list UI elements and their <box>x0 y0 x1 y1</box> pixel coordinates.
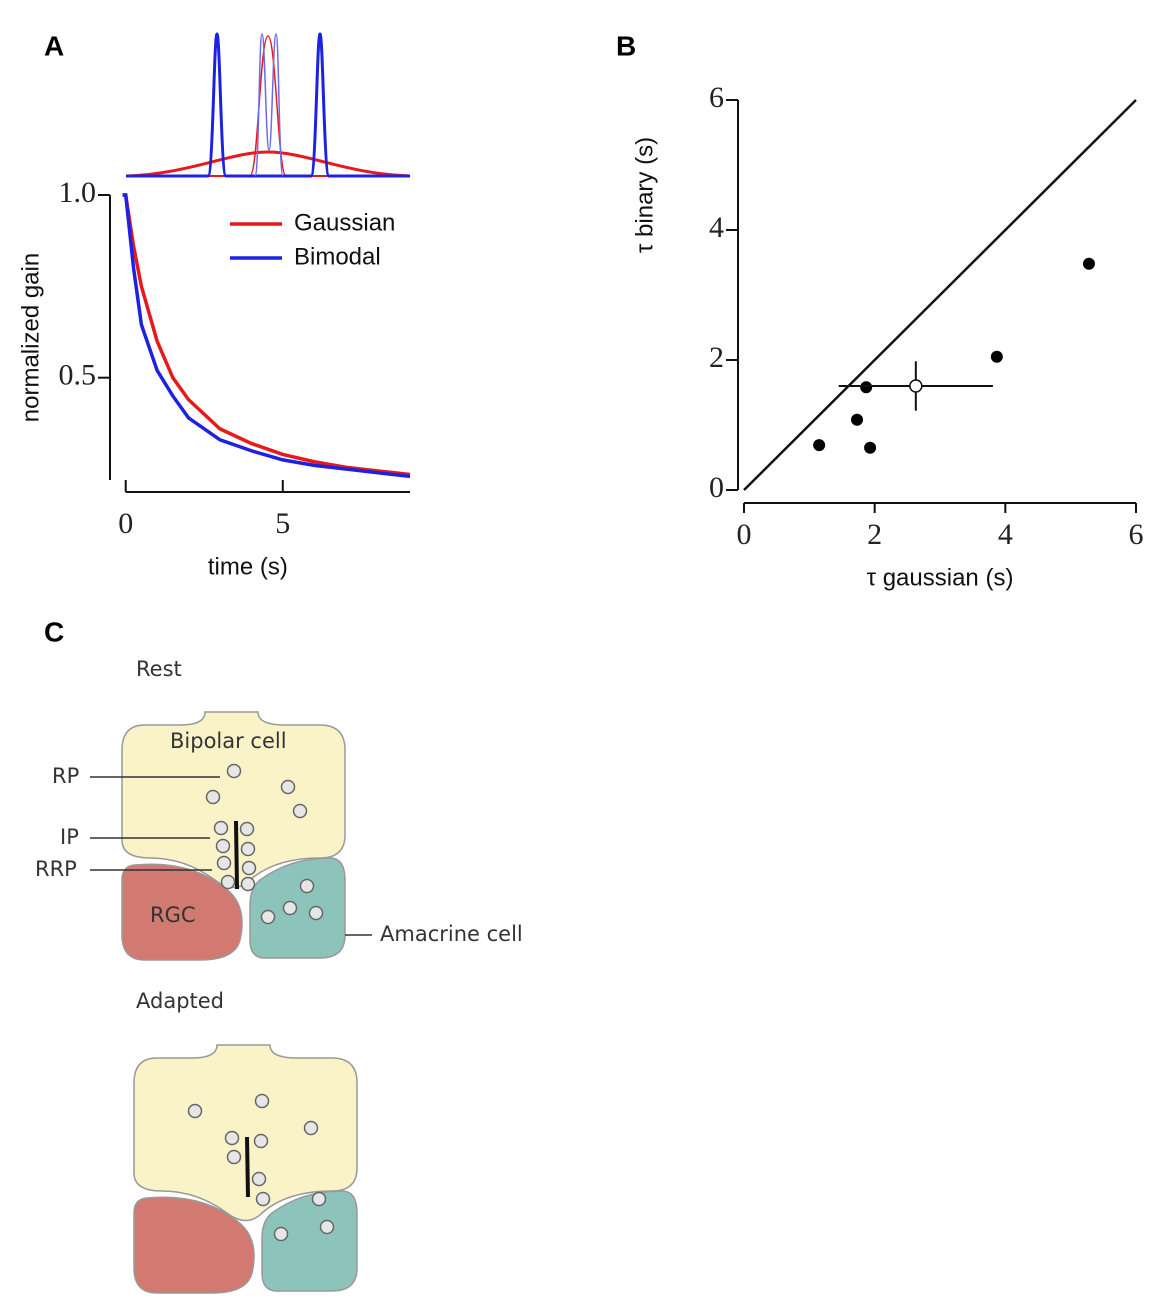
vesicles <box>205 763 324 925</box>
x-tick-label: 4 <box>998 518 1013 551</box>
y-tick-label: 4 <box>709 211 724 244</box>
x-tick-label: 2 <box>867 518 882 551</box>
scatter-point <box>990 350 1003 363</box>
line-series <box>122 193 411 477</box>
cell-label: Bipolar cell <box>170 729 287 753</box>
ribbon <box>234 820 239 890</box>
legend-label: Gaussian <box>294 209 395 236</box>
legend-label: Bimodal <box>294 243 381 270</box>
mean-point <box>909 379 923 393</box>
amacrine-cell <box>261 1190 358 1292</box>
panel-label: A <box>44 30 64 61</box>
identity-line <box>743 99 1137 491</box>
x-axis-label: τ gaussian (s) <box>867 564 1014 591</box>
state-title: Rest <box>136 657 182 681</box>
scatter-point <box>860 381 873 394</box>
state-title: Adapted <box>136 989 224 1013</box>
scatter-point <box>1082 257 1095 270</box>
y-tick-label: 0 <box>709 471 724 504</box>
vesicles <box>187 1093 335 1242</box>
x-tick-label: 0 <box>737 518 752 551</box>
cell-label: RGC <box>150 903 196 927</box>
adapted-state <box>133 1044 358 1294</box>
y-tick-label: 2 <box>709 341 724 374</box>
ribbon <box>245 1136 250 1198</box>
pool-label: RP <box>52 764 79 788</box>
x-tick-label: 6 <box>1129 518 1144 551</box>
cell-label: Amacrine cell <box>380 922 523 946</box>
y-tick-label: 6 <box>709 81 724 114</box>
scatter-point <box>813 439 826 452</box>
diagram: Rest Bipolar cell RP IP RRP RGC Amacrine… <box>35 657 523 1294</box>
y-axis-label: normalized gain <box>17 253 44 422</box>
panel-label: C <box>44 616 64 647</box>
panel-label: B <box>616 30 636 61</box>
amacrine-cell <box>249 857 346 959</box>
x-tick-label: 0 <box>118 507 133 540</box>
y-tick-label: 0.5 <box>59 359 97 392</box>
y-axis-label: τ binary (s) <box>631 137 658 253</box>
rgc-cell <box>121 863 243 961</box>
pool-label: IP <box>60 825 79 849</box>
leader-lines <box>90 776 372 936</box>
scatter-point <box>851 413 864 426</box>
line-series <box>122 193 411 479</box>
rgc-cell <box>133 1196 255 1294</box>
bipolar-cell <box>133 1044 358 1222</box>
x-axis-label: time (s) <box>208 553 288 580</box>
distribution-inset <box>125 32 411 178</box>
x-tick-label: 5 <box>275 507 290 540</box>
scatter-point <box>864 441 877 454</box>
y-tick-label: 1.0 <box>59 176 97 209</box>
rest-state: Bipolar cell RP IP RRP RGC Amacrine cell <box>35 711 523 961</box>
pool-label: RRP <box>35 857 77 881</box>
